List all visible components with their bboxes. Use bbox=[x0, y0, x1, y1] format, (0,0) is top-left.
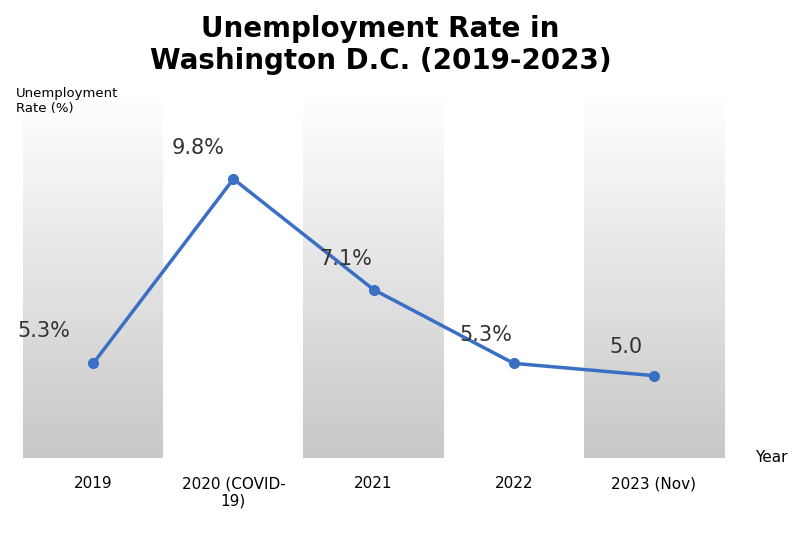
Text: 5.3%: 5.3% bbox=[18, 321, 70, 341]
Text: 9.8%: 9.8% bbox=[172, 138, 225, 158]
Text: 2020 (COVID-
19): 2020 (COVID- 19) bbox=[182, 476, 286, 509]
Text: 5.3%: 5.3% bbox=[459, 325, 512, 345]
Text: 5.0: 5.0 bbox=[610, 337, 642, 357]
Text: 2022: 2022 bbox=[494, 476, 533, 491]
Text: 7.1%: 7.1% bbox=[319, 249, 372, 269]
Title: Unemployment Rate in
Washington D.C. (2019-2023): Unemployment Rate in Washington D.C. (20… bbox=[150, 15, 611, 75]
Text: 2019: 2019 bbox=[74, 476, 113, 491]
Text: 2023 (Nov): 2023 (Nov) bbox=[611, 476, 696, 491]
Text: 2021: 2021 bbox=[354, 476, 393, 491]
Text: Unemployment
Rate (%): Unemployment Rate (%) bbox=[16, 87, 118, 115]
Text: Year: Year bbox=[754, 450, 787, 465]
